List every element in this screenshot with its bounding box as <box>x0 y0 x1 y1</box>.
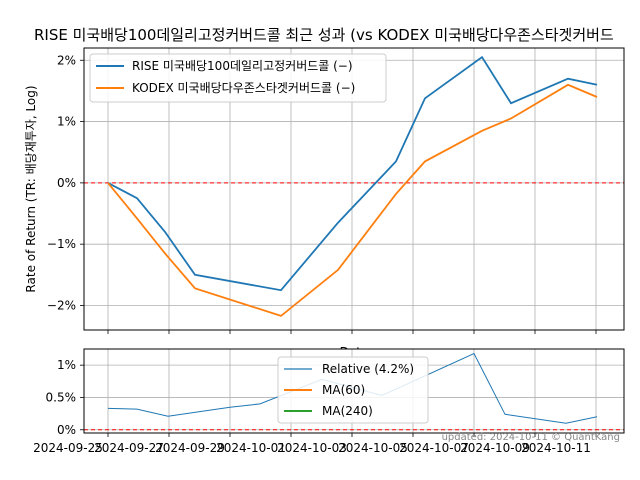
relative-x-tick-label: 2024-10-09 <box>460 441 530 455</box>
relative-legend-box <box>277 356 429 424</box>
chart-title: RISE 미국배당100데일리고정커버드콜 최근 성과 (vs KODEX 미국… <box>34 26 614 44</box>
relative-x-tick-label: 2024-10-03 <box>277 441 347 455</box>
main-legend: RISE 미국배당100데일리고정커버드콜 (−) KODEX 미국배당다우존스… <box>89 53 387 103</box>
main-y-tick-label: −1% <box>47 237 76 251</box>
relative-y-tick-label: 0.5% <box>46 390 77 404</box>
relative-x-tick-label: 2024-10-01 <box>216 441 286 455</box>
relative-y-tick-label: 1% <box>57 358 76 372</box>
main-y-tick-label: −2% <box>47 298 76 312</box>
relative-x-tick-label: 2024-10-11 <box>521 441 591 455</box>
legend-label-rise: RISE 미국배당100데일리고정커버드콜 (−) <box>132 59 353 73</box>
relative-x-ticks: 2024-09-252024-09-272024-09-292024-10-01… <box>33 433 597 455</box>
main-y-tick-label: 0% <box>57 176 76 190</box>
legend-label-ma60: MA(60) <box>322 383 365 397</box>
relative-legend: Relative (4.2%) MA(60) MA(240) <box>277 356 429 424</box>
main-series-line-1 <box>107 83 598 317</box>
main-series-line-0 <box>107 55 598 292</box>
legend-label-ma240: MA(240) <box>322 404 373 418</box>
main-series <box>107 55 598 317</box>
relative-y-ticks: 0% 0.5% 1% <box>46 358 84 437</box>
relative-x-tick-label: 2024-09-27 <box>94 441 164 455</box>
legend-label-relative: Relative (4.2%) <box>322 362 414 376</box>
legend-label-kodex: KODEX 미국배당다우존스타겟커버드콜 (−) <box>132 81 355 95</box>
relative-y-tick-label: 0% <box>57 423 76 437</box>
main-y-tick-label: 2% <box>57 53 76 67</box>
main-chart-panel: −2% −1% 0% 1% 2% Rate of Return (TR: 배당재투자, … <box>24 47 625 359</box>
relative-x-tick-label: 2024-09-25 <box>33 441 103 455</box>
main-y-ticks: −2% −1% 0% 1% 2% <box>47 53 597 334</box>
main-plot-frame <box>83 47 625 331</box>
main-y-tick-label: 1% <box>57 115 76 129</box>
watermark: updated: 2024-10-11 © QuantKang <box>442 432 620 443</box>
main-y-axis-label: Rate of Return (TR: 배당재투자, Log) <box>24 85 38 292</box>
main-legend-box <box>89 53 387 103</box>
relative-plot-frame <box>83 348 625 434</box>
relative-x-tick-label: 2024-10-07 <box>399 441 469 455</box>
relative-x-tick-label: 2024-10-05 <box>338 441 408 455</box>
relative-chart-panel: 0%0.5%1% 2024-09-252024-09-272024-09-292… <box>33 348 625 455</box>
relative-x-tick-label: 2024-09-29 <box>155 441 225 455</box>
